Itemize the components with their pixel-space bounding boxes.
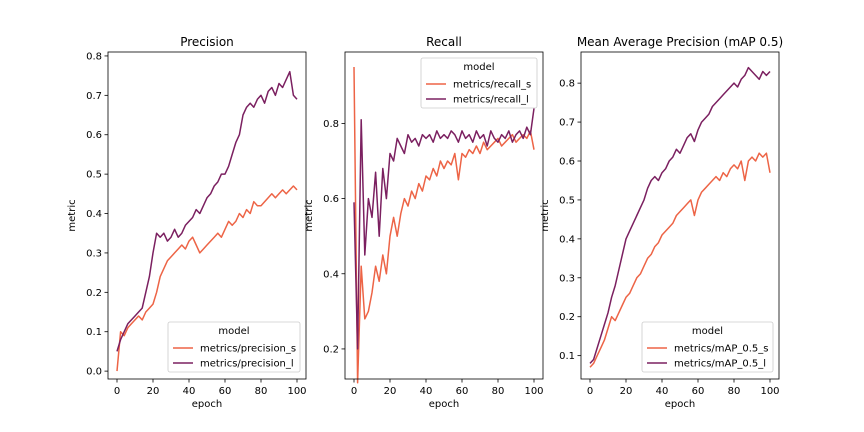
y-axis-label: metric (540, 199, 551, 231)
legend: model metrics/mAP_0.5_s metrics/mAP_0.5_l (641, 321, 774, 373)
legend-label: metrics/mAP_0.5_s (674, 344, 769, 355)
legend: model metrics/precision_s metrics/precisio… (167, 321, 301, 373)
x-tick-label: 20 (620, 386, 633, 397)
x-tick-label: 60 (219, 386, 232, 397)
y-tick-label: 0.2 (86, 288, 102, 299)
axes-frame (107, 51, 307, 380)
x-axis-label: epoch (429, 399, 459, 410)
chart-title: Precision (180, 35, 234, 49)
x-tick-label: 60 (456, 386, 469, 397)
x-tick-label: 80 (492, 386, 505, 397)
x-tick-label: 100 (287, 386, 306, 397)
x-axis-label: epoch (192, 399, 222, 410)
y-tick-label: 0.1 (86, 327, 102, 338)
x-tick-label: 100 (524, 386, 543, 397)
x-axis-label: epoch (665, 399, 695, 410)
legend-title: model (692, 326, 723, 337)
series-line-large (589, 66, 771, 364)
y-tick-label: 0.7 (559, 118, 575, 129)
y-tick-label: 0.0 (86, 367, 102, 378)
x-tick-label: 40 (183, 386, 196, 397)
y-tick-label: 0.4 (86, 209, 102, 220)
y-axis-label: metric (67, 199, 78, 231)
legend-label: metrics/precision_l (200, 359, 294, 370)
y-tick-label: 0.4 (323, 269, 339, 280)
series-line-small (589, 152, 771, 368)
y-tick-label: 0.8 (323, 119, 339, 130)
x-tick-label: 20 (147, 386, 160, 397)
x-tick-label: 80 (255, 386, 268, 397)
x-tick-label: 0 (351, 386, 357, 397)
axes-frame (580, 51, 780, 380)
y-tick-label: 0.3 (86, 248, 102, 259)
y-tick-label: 0.5 (86, 170, 102, 181)
chart-title: Mean Average Precision (mAP 0.5) (577, 35, 783, 49)
y-tick-label: 0.6 (86, 130, 102, 141)
x-tick-label: 60 (692, 386, 705, 397)
x-tick-label: 0 (587, 386, 593, 397)
x-tick-label: 40 (656, 386, 669, 397)
series-line-large (353, 108, 535, 350)
legend-box (167, 321, 301, 373)
series-line-small (116, 185, 298, 372)
x-tick-label: 100 (760, 386, 779, 397)
axes-frame (344, 51, 544, 380)
y-tick-label: 0.3 (559, 273, 575, 284)
y-tick-label: 0.6 (559, 157, 575, 168)
y-tick-label: 0.8 (559, 79, 575, 90)
legend-title: model (463, 62, 494, 73)
legend-box (420, 57, 538, 109)
legend-label: metrics/precision_s (200, 344, 296, 355)
y-tick-label: 0.8 (86, 51, 102, 62)
legend: model metrics/recall_s metrics/recall_l (420, 57, 538, 109)
y-axis-label: metric (304, 199, 315, 231)
chart-1: 0 20 40 60 80 100 0.0 0.1 0.2 0.3 0.4 0.5 0.6 0.7 0.8 P… (67, 35, 307, 410)
x-tick-label: 20 (384, 386, 397, 397)
chart-3: 0 20 40 60 80 100 0.1 0.2 0.3 0.4 0.5 0.6 0.7 0.8 Mean… (540, 35, 783, 410)
y-tick-label: 0.4 (559, 234, 575, 245)
y-tick-label: 0.2 (323, 344, 339, 355)
chart-title: Recall (426, 35, 462, 49)
y-tick-label: 0.1 (559, 351, 575, 362)
y-tick-label: 0.2 (559, 312, 575, 323)
y-tick-label: 0.5 (559, 195, 575, 206)
chart-2: 0 20 40 60 80 100 0.2 0.4 0.6 0.8 Recall epoch metri… (304, 35, 544, 410)
x-tick-label: 0 (114, 386, 120, 397)
y-tick-label: 0.7 (86, 91, 102, 102)
legend-label: metrics/recall_s (453, 80, 531, 91)
y-tick-label: 0.6 (323, 194, 339, 205)
legend-label: metrics/mAP_0.5_l (674, 359, 766, 370)
legend-label: metrics/recall_l (453, 95, 529, 106)
legend-title: model (218, 326, 249, 337)
x-tick-label: 40 (420, 386, 433, 397)
series-line-small (353, 66, 535, 384)
series-line-large (116, 70, 298, 352)
legend-box (641, 321, 774, 373)
x-tick-label: 80 (728, 386, 741, 397)
